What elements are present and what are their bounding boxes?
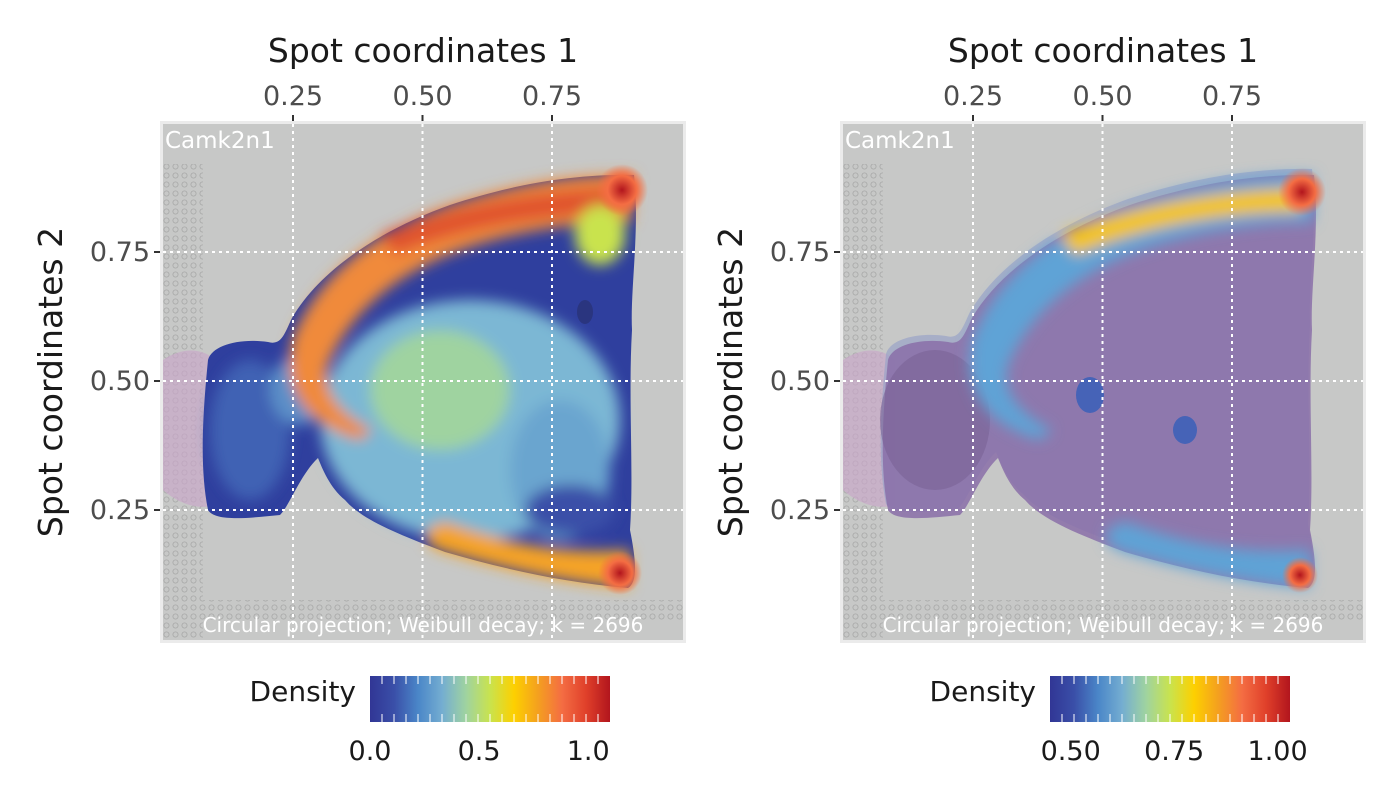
tissue-histology	[882, 174, 1316, 588]
legend-tick-label-2: 1.0	[567, 736, 610, 767]
y-axis-title: Spot coordinates 2	[711, 227, 750, 537]
y-tick-label-1: 0.50	[90, 366, 150, 397]
tissue-left-extension	[163, 350, 215, 507]
density-ventral-rim	[426, 522, 630, 588]
caption: Circular projection; Weibull decay; k = …	[883, 613, 1324, 637]
density-ventral-rim	[1106, 522, 1310, 588]
x-tick-label-1: 0.50	[392, 81, 452, 112]
hotspot-top-right	[1278, 168, 1326, 216]
hotspot-bottom-right	[598, 551, 642, 595]
legend-tick-label-0: 0.50	[1041, 736, 1101, 767]
plot-area	[163, 164, 683, 640]
x-tick-label-1: 0.50	[1072, 81, 1132, 112]
legend-title: Density	[250, 675, 356, 708]
x-tick-label-0: 0.25	[943, 81, 1003, 112]
left-panel: Camk2n1 Circular projection; Weibull deca…	[31, 31, 686, 767]
x-tick-label-2: 0.75	[1202, 81, 1262, 112]
y-tick-label-2: 0.75	[770, 237, 830, 268]
y-tick-label-2: 0.75	[90, 237, 150, 268]
legend: Density 0.0 0.5 1.0	[250, 675, 610, 767]
y-axis-title: Spot coordinates 2	[31, 227, 70, 537]
right-panel: Camk2n1 Circular projection; Weibull deca…	[680, 0, 1380, 800]
heatmap-chart-2: Camk2n1 Circular projection; Weibull deca…	[711, 31, 1366, 767]
density-field	[210, 174, 634, 588]
density-hole	[577, 300, 593, 324]
x-axis-title: Spot coordinates 1	[948, 31, 1258, 70]
legend-title: Density	[930, 675, 1036, 708]
y-tick-label-0: 0.25	[90, 495, 150, 526]
density-dorsal-rim-peak	[1060, 188, 1300, 255]
density-dorsal-rim	[969, 174, 1314, 440]
legend-tick-label-0: 0.0	[349, 736, 392, 767]
gene-label: Camk2n1	[845, 128, 955, 154]
density-dorsal-rim-peak	[380, 188, 620, 255]
hotspot-bottom-right	[1282, 557, 1318, 593]
x-axis-title: Spot coordinates 1	[268, 31, 578, 70]
density-dorsal-rim	[289, 174, 634, 440]
density-field	[969, 174, 1314, 588]
density-right-edge	[575, 205, 625, 265]
density-spot-1	[1076, 377, 1104, 413]
y-tick-label-0: 0.25	[770, 495, 830, 526]
gene-label: Camk2n1	[165, 128, 275, 154]
plot-area	[843, 164, 1363, 640]
legend-tick-label-2: 1.00	[1248, 736, 1308, 767]
tissue-stem-dark	[880, 350, 990, 490]
spot-grid-bottom	[203, 600, 683, 622]
legend-tick-label-1: 0.5	[458, 736, 501, 767]
spot-grid-bottom	[883, 600, 1363, 622]
y-tick-label-1: 0.50	[770, 366, 830, 397]
x-tick-label-2: 0.75	[522, 81, 582, 112]
gridlines	[163, 124, 683, 640]
heatmap-chart-1: Camk2n1 Circular projection; Weibull deca…	[31, 31, 686, 767]
x-tick-label-0: 0.25	[263, 81, 323, 112]
legend-tick-label-1: 0.75	[1144, 736, 1204, 767]
gridlines	[843, 124, 1363, 640]
density-spot-2	[1173, 416, 1197, 444]
hotspot-top-right	[596, 164, 648, 216]
caption: Circular projection; Weibull decay; k = …	[203, 613, 644, 637]
density-stem	[210, 360, 290, 500]
density-center-high	[370, 330, 510, 450]
